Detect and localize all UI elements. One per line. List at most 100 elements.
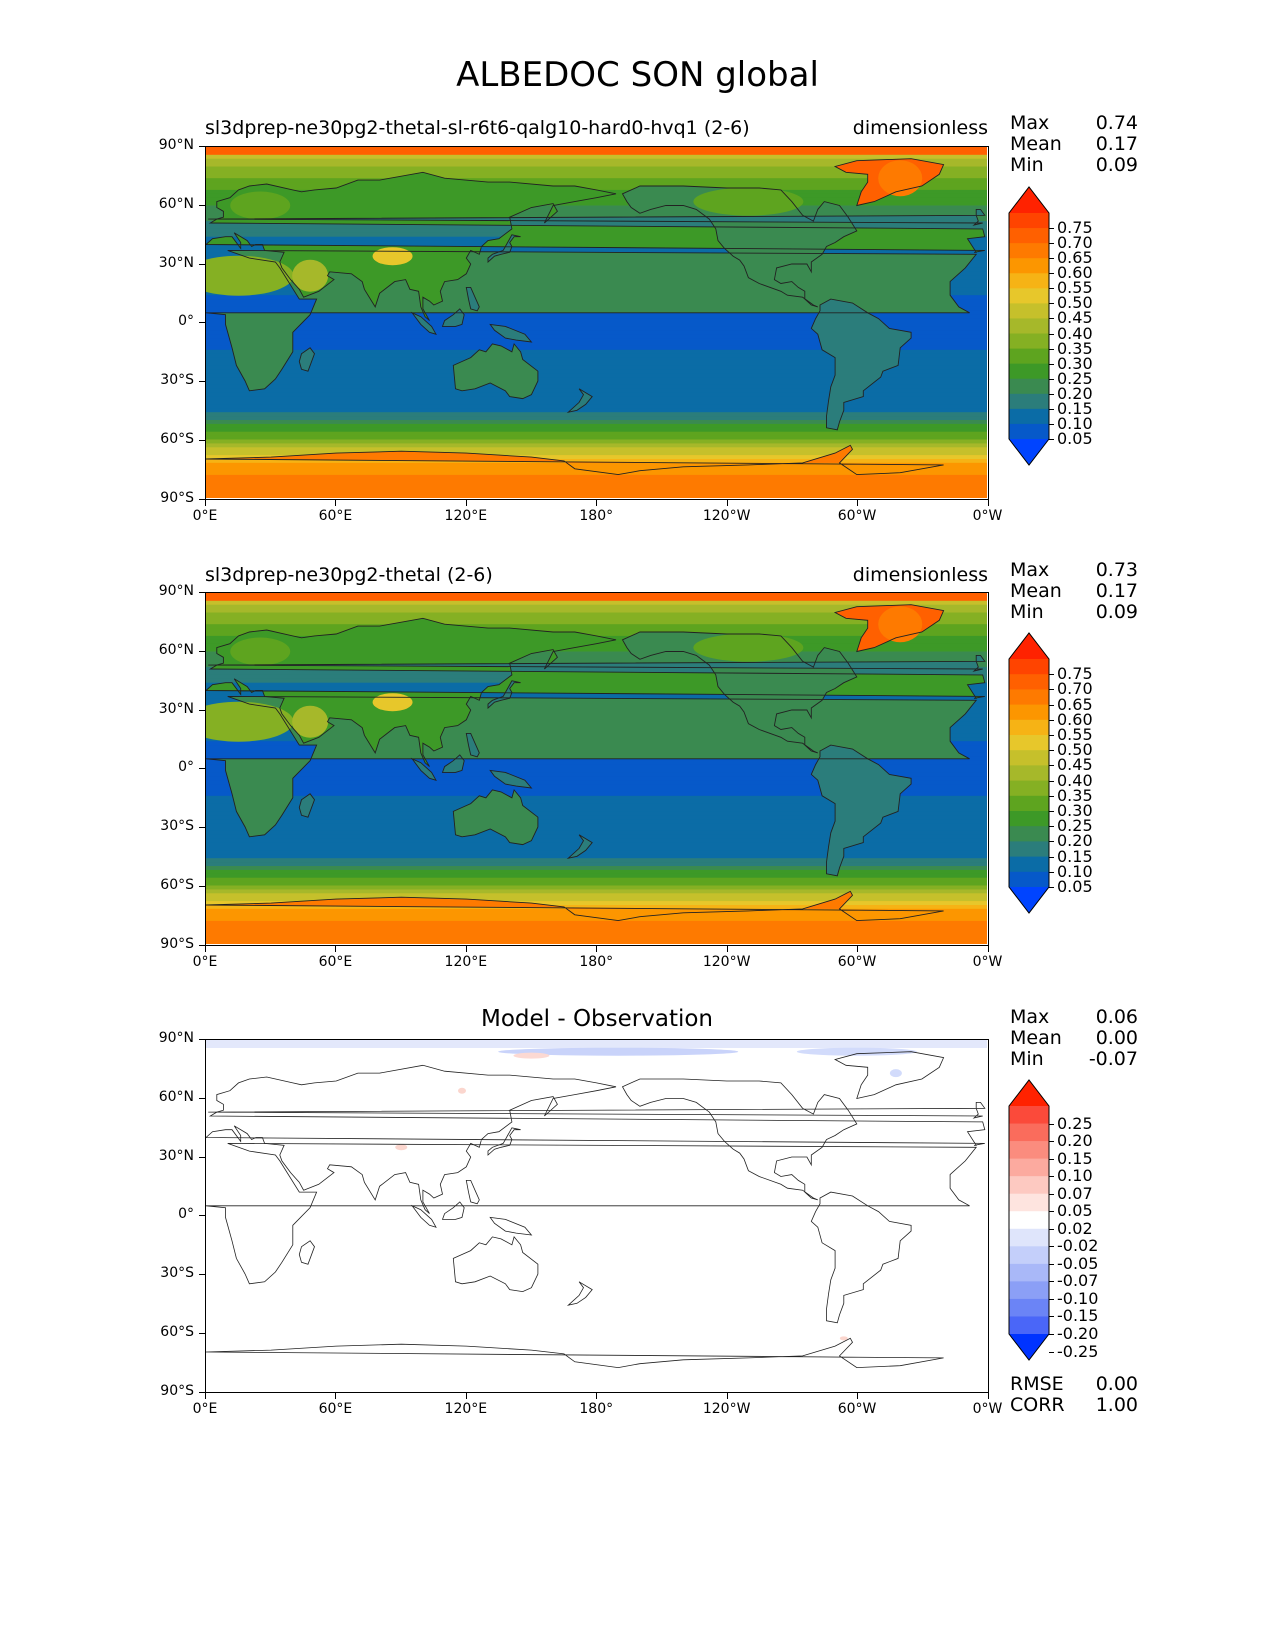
stat-row: Max 0.74 [1010, 112, 1138, 134]
colorbar-label: 0.25 [1057, 368, 1093, 388]
stat-value: 0.00 [1095, 1027, 1138, 1049]
colorbar-segment [1009, 1298, 1049, 1317]
ocean-band [206, 807, 987, 812]
colorbar-segment [1009, 423, 1049, 440]
colorbar-tick [1049, 1141, 1054, 1143]
colorbar-segment [1009, 871, 1049, 888]
colorbar-segment [1009, 674, 1049, 690]
ocean-band [206, 815, 987, 820]
colorbar-extend-min [1009, 1334, 1049, 1360]
ocean-band [206, 396, 987, 401]
coastline-island [410, 311, 437, 335]
colorbar-segment [1009, 1193, 1049, 1212]
ocean-band [206, 819, 987, 824]
lon-tick-label: 0°W [972, 508, 1003, 524]
colorbar-tick [1049, 795, 1054, 797]
colorbar-segment [1009, 1211, 1049, 1230]
land-antarctica [206, 891, 944, 944]
colorbar-tick [1049, 856, 1054, 858]
colorbar [1008, 632, 1050, 914]
colorbar-tick [1049, 303, 1054, 305]
colorbar-label: 0.15 [1057, 1148, 1093, 1168]
colorbar-label: 0.70 [1057, 679, 1093, 699]
arctic-diff-negative [498, 1047, 739, 1056]
lon-tick-mark [726, 500, 728, 506]
stat-label: Mean [1010, 1027, 1062, 1049]
colorbar-tick [1049, 408, 1054, 410]
lon-tick-label: 180° [579, 1401, 614, 1417]
panel-2-left-title: sl3dprep-ne30pg2-thetal (2-6) [205, 564, 493, 586]
colorbar-label: 0.02 [1057, 1218, 1093, 1238]
stat-label: CORR [1010, 1394, 1065, 1416]
land-island [299, 347, 315, 372]
ocean-band [206, 420, 987, 425]
colorbar-tick [1049, 1123, 1054, 1125]
lat-tick-mark [199, 439, 205, 441]
panel-2-units: dimensionless [852, 564, 988, 586]
coastline-island [465, 286, 480, 312]
colorbar-label: -0.20 [1057, 1324, 1099, 1343]
colorbar-tick [1049, 780, 1054, 782]
lon-tick-mark [987, 1393, 989, 1399]
ocean-band [206, 830, 987, 836]
stat-value: 1.00 [1095, 1394, 1138, 1416]
lon-tick-mark [726, 1393, 728, 1399]
coastline-island [489, 1216, 533, 1236]
ocean-band [206, 349, 987, 355]
ocean-band [206, 596, 987, 602]
colorbar-label: 0.45 [1057, 308, 1093, 328]
stat-label: Min [1010, 154, 1044, 176]
sahara-region [206, 701, 294, 742]
colorbar-segment [1009, 1123, 1049, 1142]
lon-tick-mark [857, 946, 859, 952]
land-island [208, 209, 985, 225]
ocean-band [206, 443, 987, 448]
stat-label: Min [1010, 1048, 1044, 1070]
lon-tick-mark [205, 946, 206, 952]
ocean-band [206, 795, 987, 801]
coastline-island [441, 308, 465, 327]
colorbar-tick [1049, 288, 1054, 290]
greenland-ice [878, 606, 923, 643]
ocean-band [206, 877, 987, 883]
ocean-band [206, 322, 987, 327]
ocean-band [206, 482, 987, 487]
lon-tick-label: 180° [579, 508, 614, 524]
ocean-band [206, 600, 987, 606]
colorbar-tick [1049, 1158, 1054, 1160]
coastline-island [465, 1179, 480, 1205]
colorbar-tick [1049, 887, 1054, 888]
lon-tick-label: 60°W [837, 508, 877, 524]
coastline-island [441, 754, 465, 773]
colorbar-segment [1009, 303, 1049, 319]
coastline-southamerica [810, 744, 912, 877]
ocean-band [206, 459, 987, 464]
colorbar-label: -0.10 [1057, 1288, 1099, 1308]
arctic-diff-negative [796, 1047, 917, 1056]
lon-tick-mark [335, 1393, 337, 1399]
stat-value: 0.09 [1095, 154, 1138, 176]
ocean-band [206, 924, 987, 929]
colorbar-label: 0.65 [1057, 694, 1093, 714]
ocean-band [206, 209, 987, 214]
stat-label: Max [1010, 559, 1050, 581]
ocean-band [206, 326, 987, 331]
colorbar-segment [1009, 1263, 1049, 1282]
colorbar-label: 0.40 [1057, 323, 1093, 343]
stat-row: Max 0.06 [1010, 1006, 1138, 1028]
colorbar-segment [1009, 719, 1049, 736]
colorbar-tick [1049, 228, 1054, 230]
ocean-band [206, 377, 987, 382]
ocean-band [206, 788, 987, 793]
ocean-band [206, 604, 987, 610]
colorbar-tick [1049, 765, 1054, 767]
stat-value: 0.00 [1095, 1373, 1138, 1395]
land-island [488, 234, 521, 262]
ocean-band [206, 318, 987, 323]
ocean-band [206, 928, 987, 933]
colorbar-extend-min [1009, 887, 1049, 913]
lon-tick-mark [465, 1393, 467, 1399]
lat-tick-mark [199, 1097, 205, 1099]
coastline-antarctica [206, 890, 944, 922]
colorbar-tick [1049, 393, 1054, 395]
